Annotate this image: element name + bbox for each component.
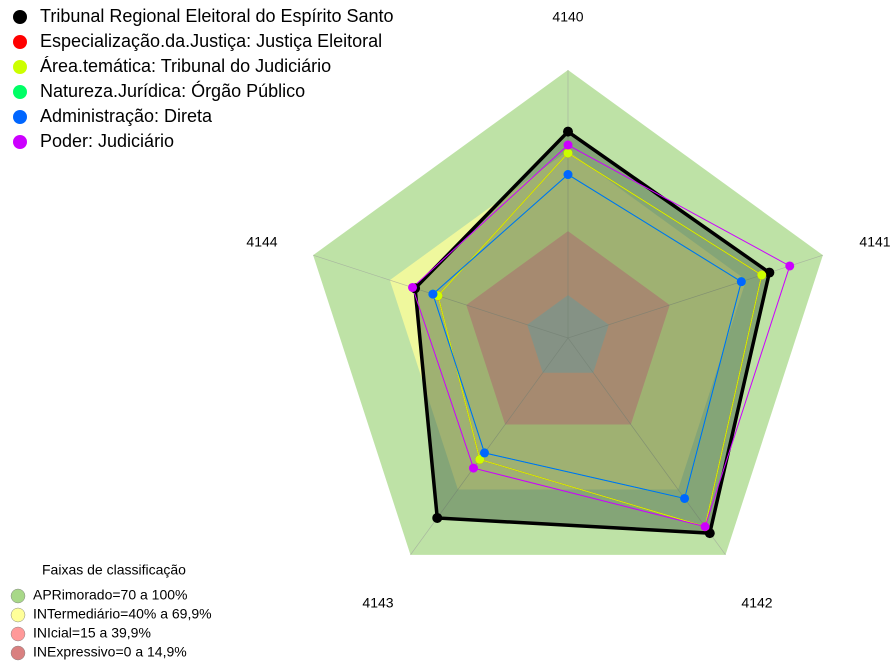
axis-label: 4140 [552, 9, 583, 25]
series-point [428, 289, 438, 299]
series-point [563, 148, 573, 158]
series-point [563, 170, 573, 180]
legend-label: Especialização.da.Justiça: Justiça Eleit… [40, 31, 382, 51]
axis-label: 4143 [362, 595, 393, 611]
legend-label: Tribunal Regional Eleitoral do Espírito … [40, 6, 394, 26]
spoke [567, 337, 726, 556]
band-legend-marker [10, 588, 26, 604]
legend-marker [13, 10, 27, 24]
series-point [408, 282, 418, 292]
legend-marker [13, 85, 27, 99]
band-legend-label: INExpressivo=0 a 14,9% [33, 644, 187, 660]
series-point [563, 140, 573, 150]
series-point [757, 270, 767, 280]
series-point [480, 448, 490, 458]
series-point [680, 493, 690, 503]
band-legend-marker [10, 607, 26, 623]
legend-label: Poder: Judiciário [40, 131, 174, 151]
legend-label: Natureza.Jurídica: Órgão Público [40, 80, 305, 101]
series-point [475, 454, 485, 464]
axis-label: 4144 [246, 234, 277, 250]
legend-label: Administração: Direta [40, 106, 213, 126]
legend-marker [13, 135, 27, 149]
series-point [736, 277, 746, 287]
bands-title: Faixas de classificação [42, 562, 186, 578]
legend-marker [13, 110, 27, 124]
band-legend-marker [10, 626, 26, 642]
band-legend-marker [10, 645, 26, 661]
series-line [432, 173, 742, 500]
series-line [411, 144, 791, 528]
series-point [468, 463, 478, 473]
series-point [700, 522, 710, 532]
axis-label: 4142 [741, 595, 772, 611]
series-point [704, 528, 715, 539]
series-point [432, 512, 443, 523]
band-legend-label: APRimorado=70 a 100% [33, 587, 188, 603]
series-point [764, 267, 775, 278]
band-legend-label: INTermediário=40% a 69,9% [33, 606, 212, 622]
series-point [785, 261, 795, 271]
band-legend-label: INIcial=15 a 39,9% [33, 625, 151, 641]
series-point [563, 126, 573, 137]
legend-marker [13, 35, 27, 49]
legend-label: Área.temática: Tribunal do Judiciário [40, 56, 331, 76]
spoke [567, 254, 823, 339]
legend-marker [13, 60, 27, 74]
axis-label: 4141 [859, 234, 890, 250]
series-line [437, 152, 763, 528]
